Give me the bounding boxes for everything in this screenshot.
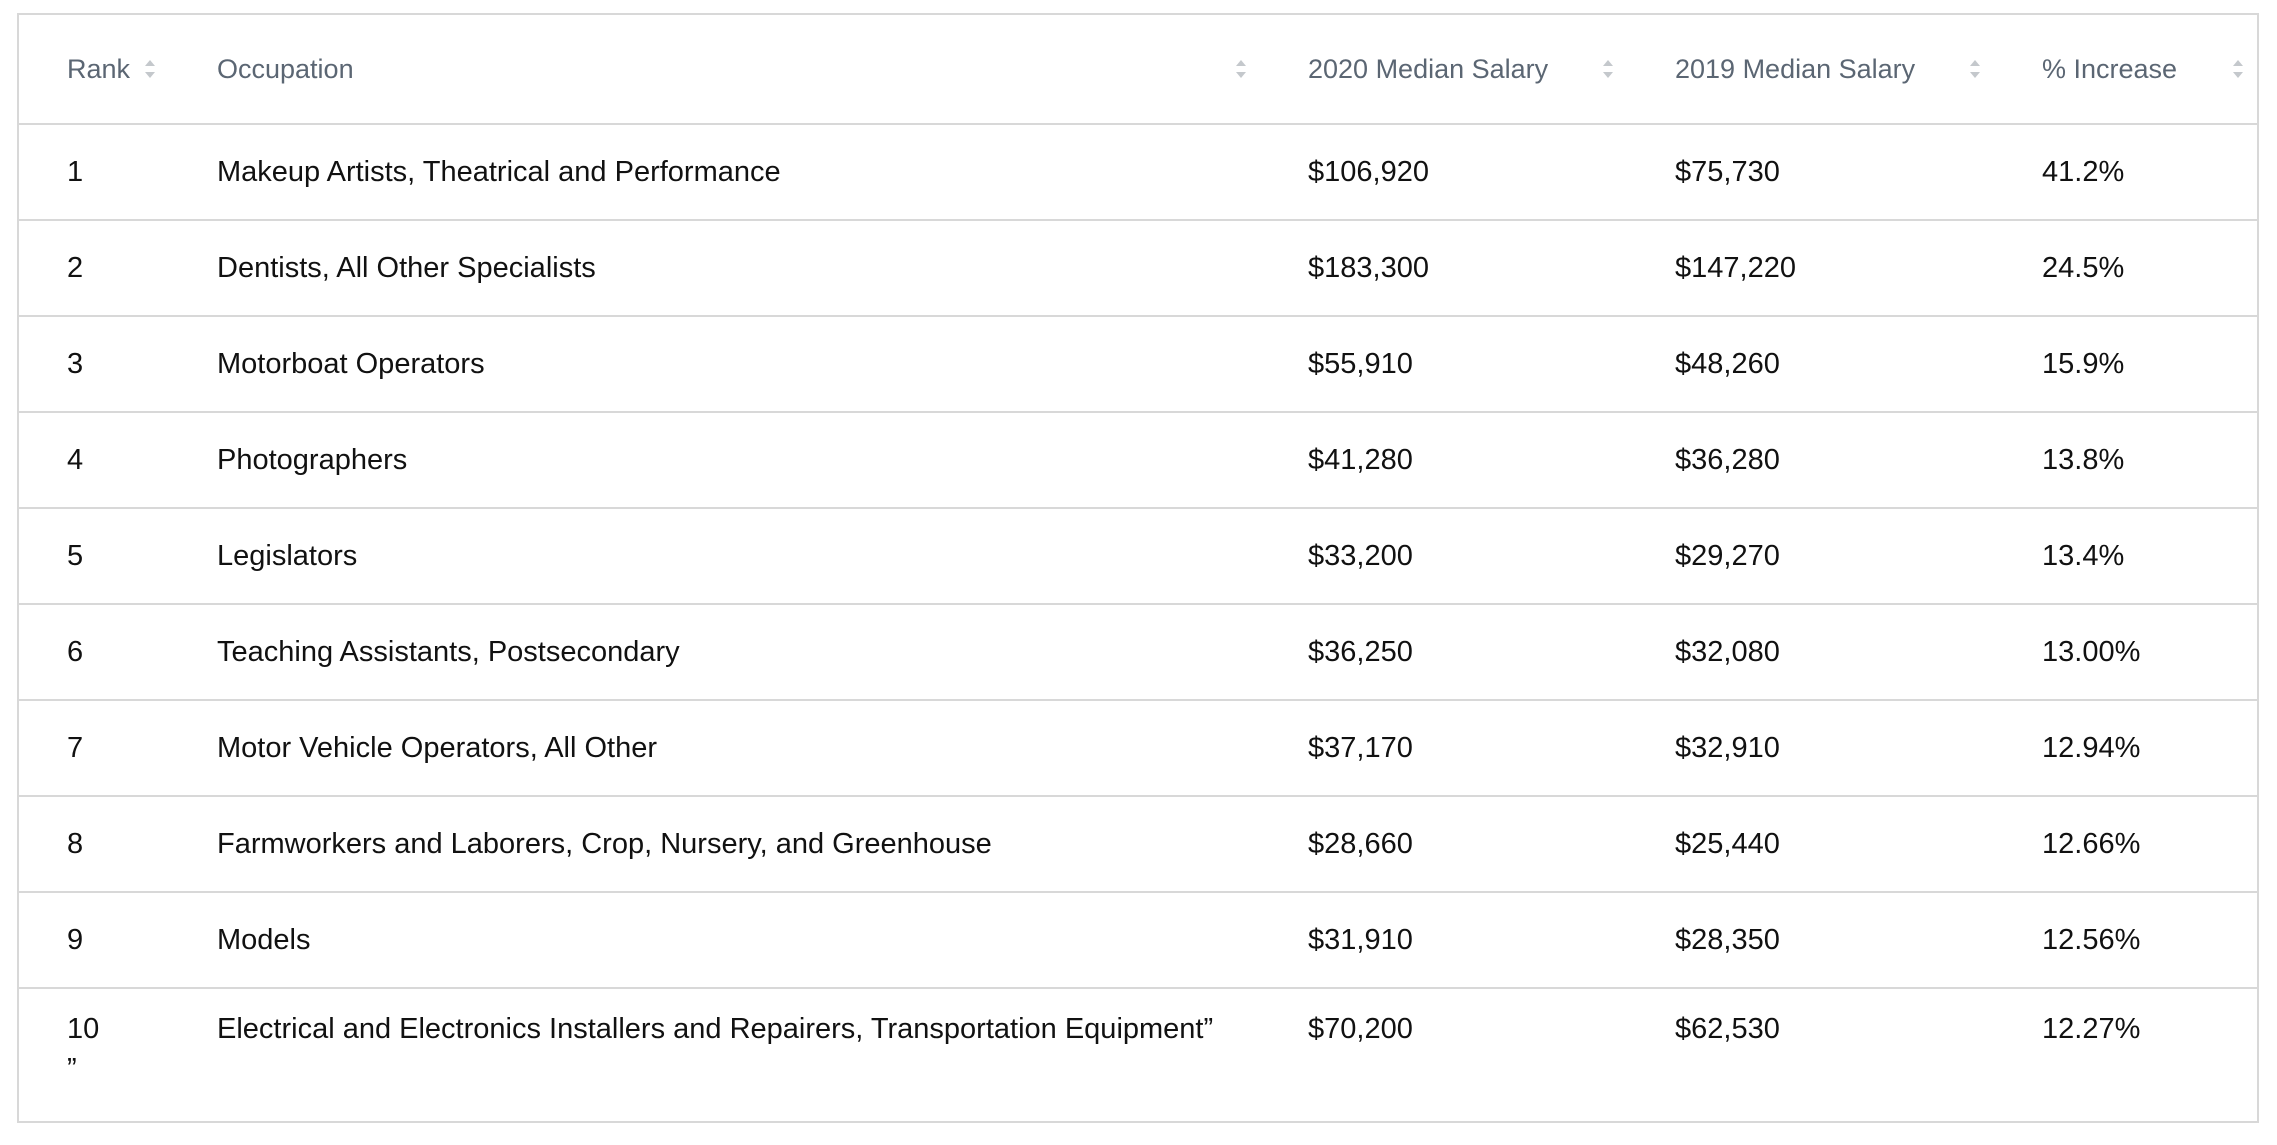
- table-row: 10 ” Electrical and Electronics Installe…: [19, 988, 2257, 1145]
- rank-cell: 6: [19, 604, 169, 701]
- rank-suffix: ”: [67, 1053, 77, 1085]
- table-body: 1 Makeup Artists, Theatrical and Perform…: [19, 124, 2257, 1145]
- sort-updown-icon[interactable]: [143, 58, 157, 80]
- rank-cell: 10 ”: [19, 988, 169, 1145]
- column-header-2019-salary[interactable]: 2019 Median Salary: [1627, 15, 1994, 125]
- table-row: 2 Dentists, All Other Specialists $183,3…: [19, 220, 2257, 317]
- rank-cell: 4: [19, 412, 169, 509]
- table-row: 3 Motorboat Operators $55,910 $48,260 15…: [19, 316, 2257, 413]
- occupation-cell: Photographers: [169, 412, 1260, 509]
- salary-2019-cell: $32,910: [1627, 700, 1994, 797]
- rank-cell: 9: [19, 892, 169, 989]
- salary-2019-cell: $48,260: [1627, 316, 1994, 413]
- sort-updown-icon[interactable]: [1601, 58, 1615, 80]
- occupation-cell: Models: [169, 892, 1260, 989]
- salary-2019-cell: $29,270: [1627, 508, 1994, 605]
- rank-cell: 1: [19, 124, 169, 221]
- rank-value: 10: [67, 1013, 100, 1045]
- rank-cell: 2: [19, 220, 169, 317]
- increase-cell: 24.5%: [1994, 220, 2257, 317]
- rank-cell: 8: [19, 796, 169, 893]
- occupation-cell: Motorboat Operators: [169, 316, 1260, 413]
- table-row: 8 Farmworkers and Laborers, Crop, Nurser…: [19, 796, 2257, 893]
- table-row: 4 Photographers $41,280 $36,280 13.8%: [19, 412, 2257, 509]
- table-header: Rank Occupation 2020 Median Salary 2019 …: [19, 15, 2257, 125]
- salary-2020-cell: $36,250: [1260, 604, 1627, 701]
- occupation-cell: Makeup Artists, Theatrical and Performan…: [169, 124, 1260, 221]
- salary-2020-cell: $33,200: [1260, 508, 1627, 605]
- column-header-increase[interactable]: % Increase: [1994, 15, 2257, 125]
- increase-cell: 13.8%: [1994, 412, 2257, 509]
- occupation-cell: Legislators: [169, 508, 1260, 605]
- column-header-label: Occupation: [217, 53, 354, 84]
- salary-2020-cell: $28,660: [1260, 796, 1627, 893]
- table-row: 6 Teaching Assistants, Postsecondary $36…: [19, 604, 2257, 701]
- occupation-cell: Teaching Assistants, Postsecondary: [169, 604, 1260, 701]
- salary-2019-cell: $28,350: [1627, 892, 1994, 989]
- column-header-label: 2019 Median Salary: [1675, 53, 1916, 84]
- sort-updown-icon[interactable]: [1968, 58, 1982, 80]
- salary-2019-cell: $147,220: [1627, 220, 1994, 317]
- salary-2020-cell: $183,300: [1260, 220, 1627, 317]
- increase-cell: 41.2%: [1994, 124, 2257, 221]
- salary-table: Rank Occupation 2020 Median Salary 2019 …: [19, 15, 2257, 1145]
- rank-cell: 7: [19, 700, 169, 797]
- sort-updown-icon[interactable]: [1234, 58, 1248, 80]
- column-header-label: % Increase: [2042, 53, 2178, 84]
- table-row: 1 Makeup Artists, Theatrical and Perform…: [19, 124, 2257, 221]
- salary-2019-cell: $32,080: [1627, 604, 1994, 701]
- increase-cell: 12.94%: [1994, 700, 2257, 797]
- occupation-cell: Motor Vehicle Operators, All Other: [169, 700, 1260, 797]
- rank-cell: 3: [19, 316, 169, 413]
- salary-2019-cell: $25,440: [1627, 796, 1994, 893]
- column-header-label: 2020 Median Salary: [1308, 53, 1549, 84]
- column-header-label: Rank: [67, 53, 131, 84]
- rank-cell: 5: [19, 508, 169, 605]
- salary-2020-cell: $55,910: [1260, 316, 1627, 413]
- salary-2020-cell: $31,910: [1260, 892, 1627, 989]
- increase-cell: 15.9%: [1994, 316, 2257, 413]
- table-row: 5 Legislators $33,200 $29,270 13.4%: [19, 508, 2257, 605]
- table-row: 9 Models $31,910 $28,350 12.56%: [19, 892, 2257, 989]
- salary-2019-cell: $62,530: [1675, 1013, 1780, 1045]
- occupation-cell: Electrical and Electronics Installers an…: [217, 1013, 1214, 1045]
- salary-2020-cell: $37,170: [1260, 700, 1627, 797]
- salary-2020-cell: $70,200: [1308, 1013, 1413, 1045]
- increase-cell: 12.66%: [1994, 796, 2257, 893]
- column-header-occupation[interactable]: Occupation: [169, 15, 1260, 125]
- occupation-cell: Farmworkers and Laborers, Crop, Nursery,…: [169, 796, 1260, 893]
- salary-2019-cell: $75,730: [1627, 124, 1994, 221]
- table-row: 7 Motor Vehicle Operators, All Other $37…: [19, 700, 2257, 797]
- salary-table-container: Rank Occupation 2020 Median Salary 2019 …: [17, 13, 2259, 1123]
- salary-2019-cell: $36,280: [1627, 412, 1994, 509]
- increase-cell: 13.4%: [1994, 508, 2257, 605]
- increase-cell: 12.27%: [2042, 1013, 2141, 1045]
- sort-updown-icon[interactable]: [2231, 58, 2245, 80]
- salary-2020-cell: $41,280: [1260, 412, 1627, 509]
- column-header-rank[interactable]: Rank: [19, 15, 169, 125]
- increase-cell: 12.56%: [1994, 892, 2257, 989]
- increase-cell: 13.00%: [1994, 604, 2257, 701]
- column-header-2020-salary[interactable]: 2020 Median Salary: [1260, 15, 1627, 125]
- occupation-cell: Dentists, All Other Specialists: [169, 220, 1260, 317]
- salary-2020-cell: $106,920: [1260, 124, 1627, 221]
- header-row: Rank Occupation 2020 Median Salary 2019 …: [19, 15, 2257, 125]
